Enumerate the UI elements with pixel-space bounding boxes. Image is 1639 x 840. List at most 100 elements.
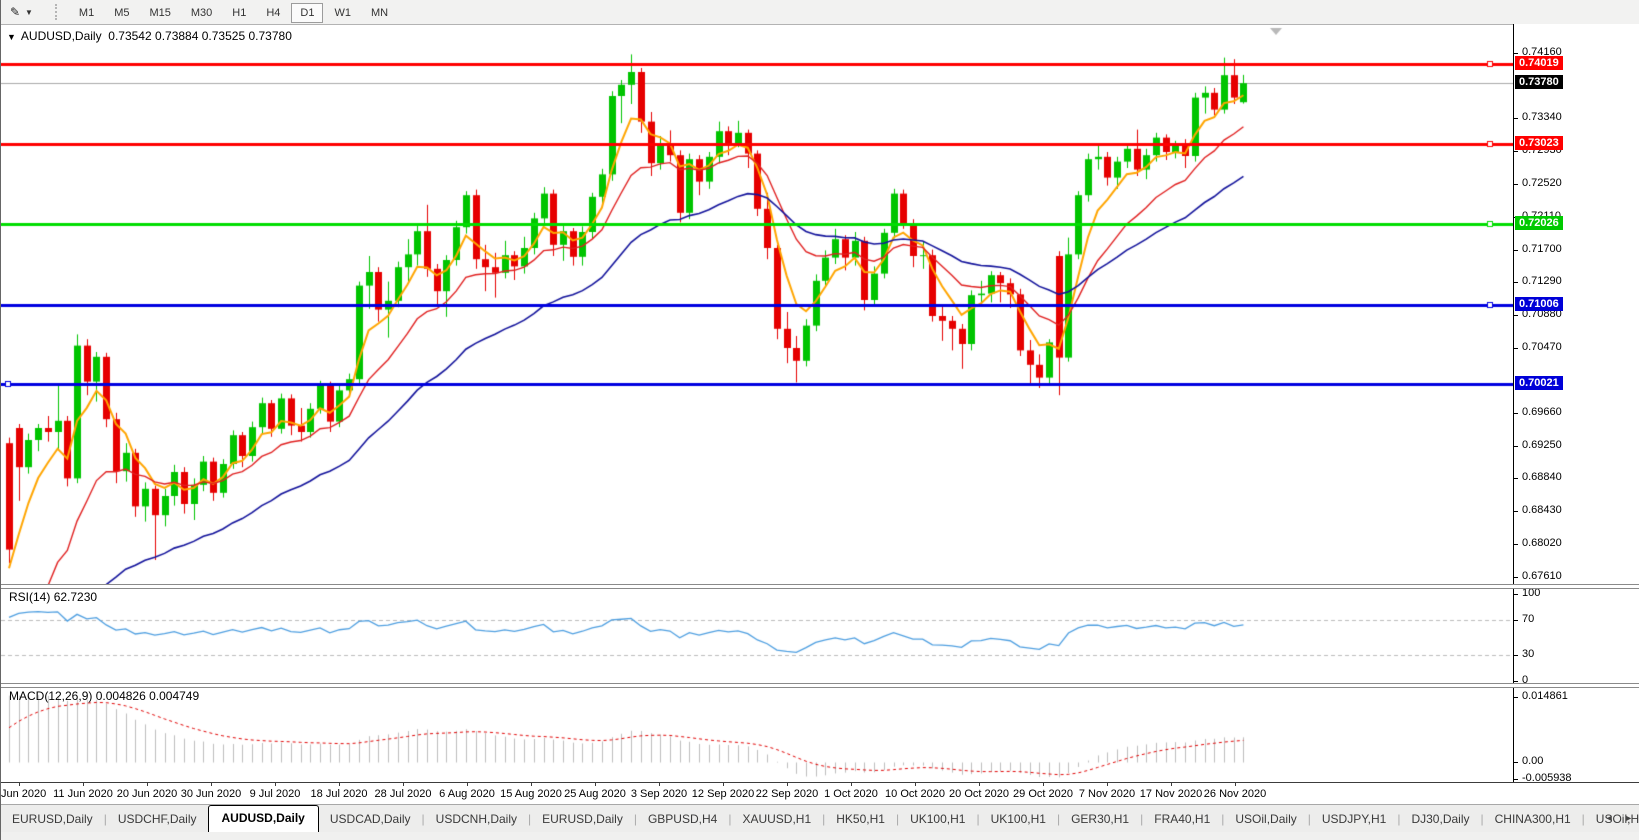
- price-tick: 0.69250: [1522, 439, 1562, 451]
- timeframe-button-m15[interactable]: M15: [149, 7, 171, 19]
- date-tick-mark: [1043, 783, 1044, 786]
- macd-indicator-chart[interactable]: [1, 686, 1513, 782]
- timeframe-button-m30[interactable]: M30: [190, 7, 213, 19]
- rsi-tick-mark: [1514, 594, 1518, 595]
- price-label-0.70021: 0.70021: [1515, 376, 1563, 390]
- chart-tab-usdcnh-daily[interactable]: USDCNH,Daily: [435, 812, 518, 826]
- rsi-tick: 70: [1522, 613, 1535, 625]
- macd-tick: -0.005938: [1522, 772, 1572, 784]
- rsi-label: RSI(14): [9, 590, 51, 604]
- rsi-tick-mark: [1514, 681, 1518, 682]
- timeframe-button-w1[interactable]: W1: [334, 7, 351, 19]
- timeframe-button-d1[interactable]: D1: [291, 3, 324, 23]
- tab-separator: |: [528, 812, 532, 826]
- date-tick-label: 28 Jul 2020: [374, 788, 432, 800]
- price-tick: 0.74160: [1522, 46, 1562, 58]
- price-tick: 0.69660: [1522, 406, 1562, 418]
- price-label-0.72026: 0.72026: [1515, 216, 1563, 230]
- price-tick-mark: [1514, 118, 1518, 119]
- main-price-chart[interactable]: [1, 24, 1513, 584]
- chart-tab-dj30-daily[interactable]: DJ30,Daily: [1411, 812, 1470, 826]
- ohlc-open: 0.73542: [108, 29, 152, 43]
- chart-tab-uk100-h1[interactable]: UK100,H1: [990, 812, 1046, 826]
- timeframe-button-h1[interactable]: H1: [232, 7, 247, 19]
- timeframe-button-mn[interactable]: MN: [370, 7, 389, 19]
- chart-tab-audusd-daily[interactable]: AUDUSD,Daily: [207, 805, 319, 832]
- chart-tab-usdjpy-h1[interactable]: USDJPY,H1: [1321, 812, 1387, 826]
- tab-scroll-arrows[interactable]: ◄ ►: [1604, 813, 1637, 823]
- date-tick-label: 20 Oct 2020: [949, 788, 1009, 800]
- tab-separator: |: [1221, 812, 1225, 826]
- macd-tick: 0.00: [1522, 755, 1544, 767]
- pencil-cursor-icon[interactable]: ✎: [9, 5, 21, 19]
- panel-splitter-rsi[interactable]: [1, 584, 1639, 589]
- date-tick-mark: [531, 783, 532, 786]
- timeframe-button-m1[interactable]: M1: [78, 7, 95, 19]
- chart-tab-china300-h1[interactable]: CHINA300,H1: [1494, 812, 1571, 826]
- macd-tick-mark: [1514, 762, 1518, 763]
- date-tick-mark: [275, 783, 276, 786]
- date-tick-mark: [659, 783, 660, 786]
- date-tick-label: 1 Oct 2020: [824, 788, 878, 800]
- panel-splitter-macd[interactable]: [1, 683, 1639, 688]
- date-tick-mark: [787, 783, 788, 786]
- price-tick: 0.67610: [1522, 570, 1562, 582]
- price-label-0.71006: 0.71006: [1515, 297, 1563, 311]
- price-tick: 0.70470: [1522, 341, 1562, 353]
- symbol-header: ▼ AUDUSD,Daily 0.73542 0.73884 0.73525 0.…: [7, 29, 292, 43]
- chart-tab-xauusd-h1[interactable]: XAUUSD,H1: [742, 812, 812, 826]
- rsi-header: RSI(14) 62.7230: [9, 590, 97, 604]
- ohlc-high: 0.73884: [155, 29, 199, 43]
- price-label-0.74019: 0.74019: [1515, 56, 1563, 70]
- macd-tick: 0.014861: [1522, 690, 1568, 702]
- symbol-title: AUDUSD,Daily: [20, 29, 102, 43]
- chart-tab-hk50-h1[interactable]: HK50,H1: [836, 812, 885, 826]
- date-tick-label: 17 Nov 2020: [1139, 788, 1203, 800]
- date-tick-label: 30 Jun 2020: [180, 788, 242, 800]
- tab-separator: |: [976, 812, 980, 826]
- date-tick-label: 2 Jun 2020: [0, 788, 47, 800]
- date-tick-mark: [915, 783, 916, 786]
- price-tick-mark: [1514, 184, 1518, 185]
- macd-header: MACD(12,26,9) 0.004826 0.004749: [9, 689, 199, 703]
- date-tick-label: 9 Jul 2020: [249, 788, 301, 800]
- symbol-dropdown-icon[interactable]: ▼: [7, 32, 16, 42]
- chart-tab-usdchf-daily[interactable]: USDCHF,Daily: [117, 812, 197, 826]
- chart-tab-fra40-h1[interactable]: FRA40,H1: [1154, 812, 1211, 826]
- date-tick-mark: [1107, 783, 1108, 786]
- date-tick-label: 26 Nov 2020: [1203, 788, 1267, 800]
- tab-separator: |: [1056, 812, 1061, 826]
- chart-tab-ger30-h1[interactable]: GER30,H1: [1071, 812, 1130, 826]
- chart-tab-eurusd-daily[interactable]: EURUSD,Daily: [12, 812, 93, 826]
- dropdown-caret-icon[interactable]: ▼: [25, 7, 33, 17]
- date-tick-label: 11 Jun 2020: [53, 788, 113, 800]
- chart-tab-usoil-daily[interactable]: USOil,Daily: [1235, 812, 1297, 826]
- ohlc-close: 0.73780: [248, 29, 292, 43]
- tab-separator: |: [1397, 812, 1401, 826]
- macd-tick-mark: [1514, 779, 1518, 780]
- timeframe-button-m5[interactable]: M5: [114, 7, 130, 19]
- date-tick-mark: [595, 783, 596, 786]
- ohlc-low: 0.73525: [201, 29, 246, 43]
- price-tick: 0.68020: [1522, 537, 1562, 549]
- timeframe-button-h4[interactable]: H4: [266, 7, 281, 19]
- date-tick-mark: [979, 783, 980, 786]
- rsi-indicator-chart[interactable]: [1, 587, 1513, 683]
- chart-tab-usdcad-daily[interactable]: USDCAD,Daily: [329, 812, 411, 826]
- chart-tab-usoil-h1[interactable]: USOil,H1: [1595, 812, 1639, 826]
- price-label-0.73780: 0.73780: [1515, 75, 1563, 89]
- price-label-0.73023: 0.73023: [1515, 136, 1563, 150]
- timeframe-toolbar: ✎ ▼ M1 M5 M15 M30 H1 H4 D1 W1 MN: [1, 0, 1639, 25]
- chart-tab-uk100-h1[interactable]: UK100,H1: [910, 812, 966, 826]
- date-tick-mark: [723, 783, 724, 786]
- chart-tab-eurusd-daily[interactable]: EURUSD,Daily: [542, 812, 623, 826]
- chart-tab-gbpusd-h4[interactable]: GBPUSD,H4: [647, 812, 718, 826]
- tab-separator: |: [895, 812, 900, 826]
- date-tick-label: 29 Oct 2020: [1013, 788, 1073, 800]
- macd-values: 0.004826 0.004749: [95, 689, 200, 703]
- tab-separator: |: [728, 812, 732, 826]
- window-bottom-strip: [1, 831, 1639, 840]
- rsi-tick: 0: [1522, 674, 1529, 686]
- price-axis: 0.741600.733400.729300.725200.721100.717…: [1513, 24, 1639, 784]
